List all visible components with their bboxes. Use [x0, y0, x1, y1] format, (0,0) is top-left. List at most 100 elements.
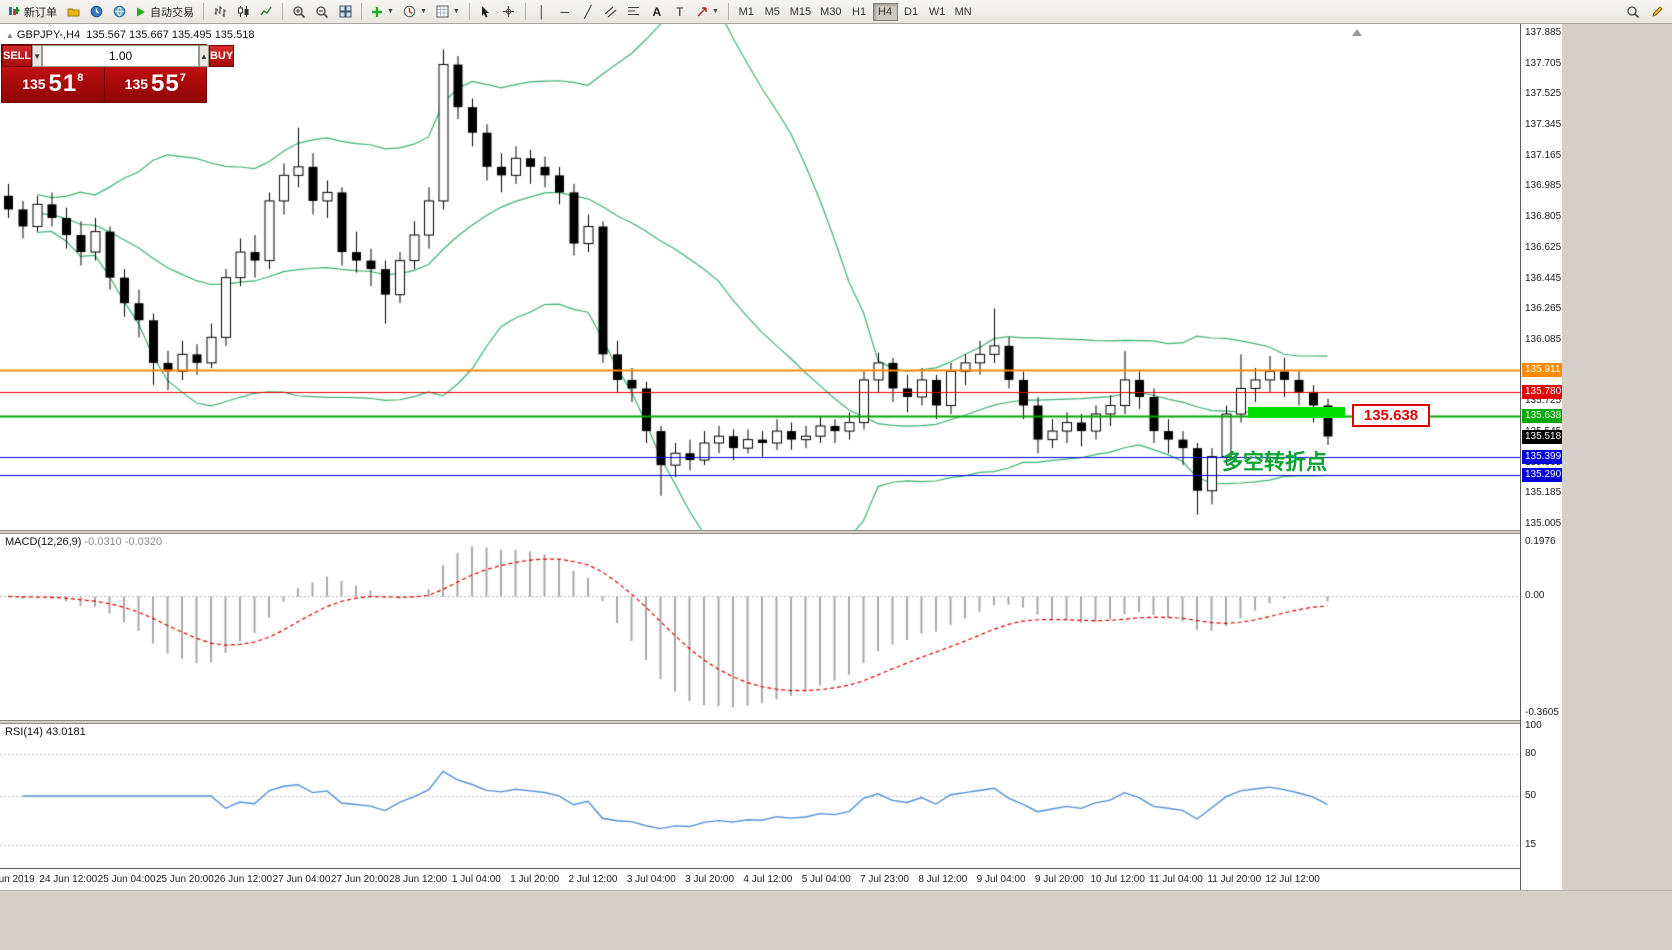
volume-down-button[interactable]: ▼	[32, 45, 43, 67]
toolbar-separator	[727, 3, 729, 20]
timeframe-button-m5[interactable]: M5	[764, 5, 780, 18]
autotrading-button[interactable]: 自动交易	[131, 2, 198, 22]
price-level-tag[interactable]: 135.638	[1352, 404, 1430, 427]
timeframe-button-h1[interactable]: H1	[852, 5, 867, 18]
time-axis-label: 11 Jul 04:00	[1149, 874, 1203, 885]
price-axis-label: 137.705	[1525, 57, 1562, 69]
cursor-button[interactable]	[475, 2, 497, 22]
crosshair-button[interactable]	[498, 2, 520, 22]
profiles-button[interactable]	[62, 2, 84, 22]
autotrading-icon	[135, 6, 147, 18]
search-icon	[1626, 5, 1640, 19]
templates-button[interactable]: ▼	[432, 2, 464, 22]
time-axis-label: 5 Jul 04:00	[801, 874, 851, 885]
timeframe-button-d1[interactable]: D1	[904, 5, 919, 18]
timeframe-button-h4[interactable]: H4	[872, 2, 898, 21]
market-watch-button[interactable]	[85, 2, 107, 22]
dropdown-arrow-icon: ▼	[419, 8, 427, 15]
panel-separator[interactable]	[0, 530, 1520, 534]
vertical-line-button[interactable]: │	[531, 2, 553, 22]
toolbar-separator	[524, 3, 526, 20]
timeframe-button-mn[interactable]: MN	[954, 5, 972, 18]
price-level-badge: 135.780	[1522, 384, 1562, 399]
text-button[interactable]: A	[646, 2, 668, 22]
text-icon: A	[652, 4, 662, 19]
timeframe-button-m15[interactable]: M15	[789, 5, 812, 18]
panel-separator[interactable]	[0, 720, 1520, 724]
time-axis-label: 9 Jul 20:00	[1034, 874, 1084, 885]
timeframe-button-m30[interactable]: M30	[820, 5, 842, 18]
symbol-marker-icon: ▲	[6, 31, 14, 40]
price-axis[interactable]: 137.885 137.705 137.525 137.345 137.165 136.9…	[1520, 24, 1562, 890]
candlestick-chart-button[interactable]	[232, 2, 254, 22]
zoom-in-button[interactable]	[288, 2, 310, 22]
bar-chart-button[interactable]	[209, 2, 231, 22]
time-axis-label: 25 Jun 04:00	[97, 874, 156, 885]
time-axis-label: 3 Jul 04:00	[626, 874, 676, 885]
trendline-icon: ╱	[584, 4, 592, 19]
volume-up-button[interactable]: ▲	[199, 45, 209, 67]
macd-axis-label: -0.3605	[1525, 707, 1559, 718]
rsi-axis-label: 15	[1525, 839, 1537, 850]
time-axis-label: 24 Jun 12:00	[39, 874, 98, 885]
trendline-button[interactable]: ╱	[577, 2, 599, 22]
buy-button[interactable]: BUY	[208, 45, 235, 67]
arrows-button[interactable]: ▼	[692, 2, 723, 22]
channel-icon	[604, 5, 617, 18]
zoom-out-button[interactable]	[311, 2, 333, 22]
timeframe-button-m1[interactable]: M1	[738, 5, 754, 18]
search-button[interactable]	[1622, 2, 1644, 22]
dropdown-arrow-icon: ▼	[711, 8, 719, 15]
chart-shift-marker[interactable]	[1352, 29, 1362, 36]
sell-button[interactable]: SELL	[2, 45, 33, 67]
navigator-button[interactable]	[108, 2, 130, 22]
channel-button[interactable]	[600, 2, 622, 22]
sell-price-main: 135	[22, 76, 46, 92]
text-label-button[interactable]: T	[669, 2, 691, 22]
line-chart-button[interactable]	[255, 2, 277, 22]
edit-button[interactable]	[1646, 2, 1668, 22]
macd-axis-label: 0.1976	[1525, 536, 1556, 547]
chart-ohlc-values: 135.567 135.667 135.495 135.518	[86, 29, 255, 41]
price-chart-canvas[interactable]	[0, 24, 1520, 890]
rsi-name: RSI(14)	[5, 726, 43, 738]
time-axis-label: 9 Jul 04:00	[976, 874, 1026, 885]
periods-icon	[403, 5, 416, 18]
market-watch-icon	[90, 5, 103, 18]
new-order-button[interactable]: 新订单	[4, 2, 61, 22]
toolbar-separator	[203, 3, 204, 20]
tile-windows-button[interactable]	[334, 2, 356, 22]
toolbar-separator	[468, 3, 470, 20]
rsi-axis-label: 80	[1525, 748, 1537, 759]
price-axis-label: 136.625	[1525, 241, 1562, 253]
indicators-icon	[371, 6, 383, 18]
rsi-value: 43.0181	[45, 726, 86, 738]
horizontal-line-button[interactable]: ─	[554, 2, 576, 22]
timeframe-group: M1 M5 M15 M30 H1 H4 D1 W1 MN	[734, 2, 976, 21]
toolbar: 新订单 自动交易	[0, 0, 1672, 24]
periods-button[interactable]: ▼	[399, 2, 431, 22]
buy-price[interactable]: 135 55 7	[103, 67, 206, 102]
time-axis-label: 2 Jul 12:00	[568, 874, 618, 885]
rsi-indicator-label: RSI(14) 43.0181	[5, 726, 86, 738]
sell-price[interactable]: 135 51 8	[2, 67, 104, 102]
volume-input[interactable]	[42, 45, 200, 67]
time-axis-label: 1 Jul 04:00	[451, 874, 501, 885]
time-axis-label: 7 Jul 23:00	[860, 874, 909, 885]
time-axis-label: 4 Jul 12:00	[743, 874, 793, 885]
sell-price-sup: 8	[77, 72, 84, 84]
fibonacci-button[interactable]	[623, 2, 645, 22]
autotrading-label: 自动交易	[150, 6, 194, 19]
highlight-rectangle[interactable]	[1248, 407, 1345, 418]
sell-price-big: 51	[48, 70, 78, 97]
line-chart-icon	[259, 5, 273, 18]
chinese-annotation[interactable]: 多空转折点	[1222, 451, 1327, 474]
chart-ohlc-header: ▲ GBPJPY-,H4 135.567 135.667 135.495 135.…	[6, 29, 254, 41]
buy-price-sup: 7	[179, 72, 186, 84]
time-axis-label: 11 Jul 20:00	[1207, 874, 1262, 885]
crosshair-icon	[502, 5, 515, 18]
indicators-button[interactable]: ▼	[367, 2, 398, 22]
price-level-badge: 135.911	[1522, 362, 1562, 377]
timeframe-button-w1[interactable]: W1	[928, 5, 946, 18]
